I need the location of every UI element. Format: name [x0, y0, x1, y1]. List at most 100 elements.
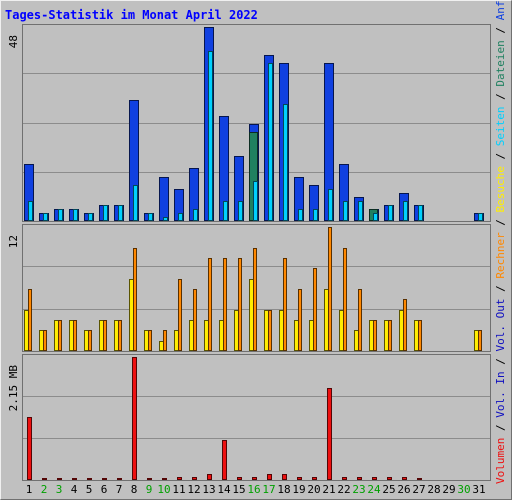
bar-middle-day-5-rechner — [88, 330, 92, 351]
bar-middle-day-25-rechner — [388, 320, 392, 351]
legend-entry-vol-in: Vol. In — [494, 371, 507, 417]
x-tick-day-21: 21 — [322, 483, 335, 496]
bar-bottom-day-5-volumen — [87, 478, 92, 480]
bar-middle-day-21-rechner — [328, 227, 332, 351]
bar-middle-day-19-rechner — [298, 289, 302, 351]
x-tick-day-28: 28 — [427, 483, 440, 496]
bar-bottom-day-13-volumen — [207, 474, 212, 480]
bar-middle-day-9-rechner — [148, 330, 152, 351]
legend-entry-besuche: Besuche — [494, 166, 507, 212]
bar-middle-day-27-rechner — [418, 320, 422, 351]
bar-top-day-9-seiten — [148, 213, 153, 221]
panel-frame — [22, 24, 491, 222]
bar-bottom-day-26-volumen — [402, 477, 407, 480]
bar-middle-day-23-rechner — [358, 289, 362, 351]
x-tick-day-20: 20 — [307, 483, 320, 496]
bar-middle-day-10-rechner — [163, 330, 167, 351]
bar-bottom-day-21-volumen — [327, 388, 332, 480]
bar-middle-day-4-rechner — [73, 320, 77, 351]
bar-top-day-11-seiten — [178, 213, 183, 221]
panel-bottom-max-label: 2.15 MB — [7, 365, 20, 412]
x-tick-day-11: 11 — [172, 483, 185, 496]
panel-frame — [22, 224, 491, 352]
x-tick-day-18: 18 — [277, 483, 290, 496]
panel-top-max-label: 48 — [7, 35, 20, 48]
bar-top-day-20-seiten — [313, 209, 318, 221]
legend-entry-rechner: Rechner — [494, 232, 507, 279]
legend-separator: / — [494, 20, 507, 40]
bar-top-day-21-seiten — [328, 189, 333, 221]
bar-middle-day-1-rechner — [28, 289, 32, 351]
x-tick-day-27: 27 — [412, 483, 425, 496]
bar-top-day-12-seiten — [193, 209, 198, 221]
bar-middle-day-2-rechner — [43, 330, 47, 351]
bar-bottom-day-18-volumen — [282, 474, 287, 480]
bar-middle-day-20-rechner — [313, 268, 317, 351]
legend-entry-seiten: Seiten — [494, 106, 507, 146]
x-tick-day-5: 5 — [86, 483, 93, 496]
bar-top-day-10-seiten — [163, 217, 168, 221]
bar-middle-day-17-rechner — [268, 310, 272, 351]
bar-bottom-day-20-volumen — [312, 477, 317, 480]
x-tick-day-30: 30 — [457, 483, 470, 496]
bar-middle-day-13-rechner — [208, 258, 212, 351]
bar-top-day-23-seiten — [358, 201, 363, 221]
bar-middle-day-6-rechner — [103, 320, 107, 351]
x-tick-day-6: 6 — [101, 483, 108, 496]
bar-bottom-day-19-volumen — [297, 477, 302, 480]
bar-top-day-2-seiten — [43, 213, 48, 221]
bar-top-day-15-seiten — [238, 201, 243, 221]
bar-middle-day-11-rechner — [178, 279, 182, 351]
x-tick-day-16: 16 — [247, 483, 260, 496]
bar-bottom-day-2-volumen — [42, 478, 47, 480]
bar-top-day-10-anfragen — [159, 177, 169, 221]
bar-bottom-day-10-volumen — [162, 478, 167, 480]
legend-separator: / — [494, 279, 507, 299]
bar-top-day-25-seiten — [388, 205, 393, 221]
legend-entry-dateien: Dateien — [494, 40, 507, 86]
chart-title: Tages-Statistik im Monat April 2022 — [5, 8, 258, 22]
bar-bottom-day-7-volumen — [117, 478, 122, 480]
bar-middle-day-7-rechner — [118, 320, 122, 351]
bar-top-day-26-seiten — [403, 201, 408, 221]
bar-middle-day-14-rechner — [223, 258, 227, 351]
series-seiten — [28, 51, 483, 221]
x-tick-day-8: 8 — [131, 483, 138, 496]
x-tick-day-25: 25 — [382, 483, 395, 496]
x-tick-day-31: 31 — [472, 483, 485, 496]
bar-bottom-day-6-volumen — [102, 478, 107, 480]
bar-bottom-day-1-volumen — [27, 417, 32, 480]
bar-top-day-5-seiten — [88, 213, 93, 221]
bar-middle-day-16-rechner — [253, 248, 257, 351]
panel-middle-max-label: 12 — [7, 235, 20, 248]
panel-top: 48 — [7, 24, 491, 222]
bar-top-day-7-seiten — [118, 205, 123, 221]
bar-middle-day-18-rechner — [283, 258, 287, 351]
bar-top-day-4-seiten — [73, 209, 78, 221]
x-tick-day-17: 17 — [262, 483, 275, 496]
bar-top-day-22-seiten — [343, 201, 348, 221]
series-volumen — [27, 357, 422, 480]
bar-bottom-day-8-volumen — [132, 357, 137, 480]
legend-entry-vol-out: Vol. Out — [494, 299, 507, 352]
bar-bottom-day-4-volumen — [72, 478, 77, 480]
x-tick-day-13: 13 — [202, 483, 215, 496]
bar-top-day-19-seiten — [298, 209, 303, 221]
x-tick-day-19: 19 — [292, 483, 305, 496]
legend-entry-volumen: Volumen — [494, 438, 507, 484]
legend-separator: / — [494, 418, 507, 438]
bar-top-day-13-seiten — [208, 51, 213, 221]
x-axis-day-labels: 1 2 3 4 5 6 7 8 9 10 11 12 13 14 15 16 17 18 19 20 21 22 23 24 2… — [26, 483, 486, 496]
bar-top-day-31-seiten — [478, 213, 483, 221]
bar-middle-day-22-rechner — [343, 248, 347, 351]
bar-bottom-day-25-volumen — [387, 477, 392, 480]
x-tick-day-24: 24 — [367, 483, 381, 496]
bar-bottom-day-15-volumen — [237, 477, 242, 480]
panel-bottom: 2.15 MB — [7, 354, 491, 481]
bar-top-day-1-seiten — [28, 201, 33, 221]
bar-middle-day-24-rechner — [373, 320, 377, 351]
bar-top-day-24-seiten — [373, 213, 378, 221]
x-tick-day-23: 23 — [352, 483, 365, 496]
bar-bottom-day-24-volumen — [372, 477, 377, 480]
